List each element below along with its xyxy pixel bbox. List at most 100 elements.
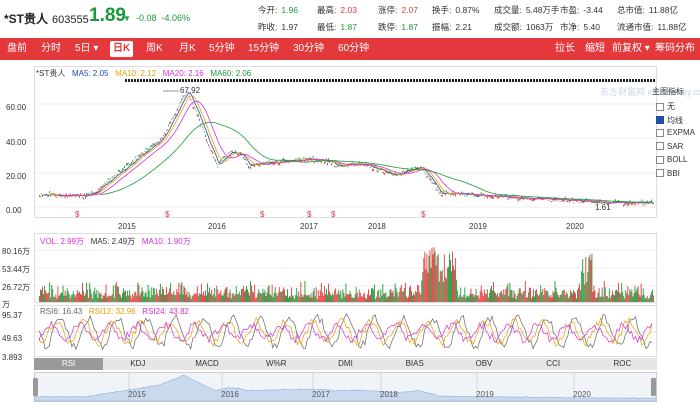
- volume-bar: [412, 295, 413, 302]
- indicator-tab[interactable]: CCI: [546, 359, 561, 368]
- indicator-tab[interactable]: KDJ: [130, 359, 146, 368]
- indicator-option[interactable]: 无: [656, 101, 675, 112]
- candle: [493, 197, 494, 199]
- indicator-tab[interactable]: MACD: [195, 359, 219, 368]
- legend-stock-name: *ST贵人: [36, 69, 66, 78]
- tab-period[interactable]: 周K: [146, 43, 163, 54]
- indicator-tab[interactable]: DMI: [338, 359, 353, 368]
- event-marker: [410, 79, 412, 82]
- candle: [177, 108, 179, 111]
- event-marker: [428, 79, 430, 82]
- tab-option[interactable]: 缩短: [585, 43, 605, 54]
- event-marker: [206, 79, 208, 82]
- event-marker: [560, 79, 562, 82]
- indicator-option[interactable]: BBI: [656, 169, 680, 178]
- tab-period[interactable]: 15分钟: [248, 43, 280, 54]
- candle: [211, 150, 213, 152]
- volume-bar: [531, 298, 532, 302]
- navigator-svg: [34, 373, 657, 402]
- volume-bar: [68, 293, 70, 302]
- checkbox-icon[interactable]: [656, 116, 664, 125]
- rsi-chart[interactable]: [34, 305, 658, 357]
- candle: [631, 203, 633, 206]
- tab-period[interactable]: 日K: [110, 41, 134, 57]
- event-flag-icon[interactable]: $: [331, 210, 336, 219]
- candle: [623, 204, 625, 207]
- event-flag-icon[interactable]: $: [165, 210, 170, 219]
- range-navigator[interactable]: [34, 372, 657, 402]
- checkbox-icon[interactable]: [656, 155, 664, 164]
- checkbox-icon[interactable]: [656, 169, 664, 178]
- checkbox-icon[interactable]: [656, 128, 664, 137]
- indicator-tab[interactable]: ROC: [613, 359, 632, 368]
- volume-bar: [517, 293, 519, 302]
- quote-label: 振幅:: [432, 22, 452, 32]
- tab-period[interactable]: 5日 ▾: [75, 43, 99, 54]
- volume-bar: [364, 297, 366, 302]
- rsi-line: [38, 313, 653, 351]
- volume-bar: [403, 287, 405, 302]
- tab-option[interactable]: 拉长: [555, 43, 575, 54]
- tab-period[interactable]: 30分钟: [293, 43, 325, 54]
- volume-bar: [67, 291, 69, 302]
- event-marker: [188, 79, 190, 82]
- event-marker: [326, 79, 328, 82]
- event-flag-icon[interactable]: $: [307, 210, 312, 219]
- volume-bar: [128, 295, 130, 302]
- kline-svg: 67.92 1.61 东方财富网 eastmoney.com $ $ $ $ $ $: [35, 79, 700, 219]
- tab-option[interactable]: 筹码分布: [655, 43, 695, 54]
- indicator-tab[interactable]: RSI: [34, 358, 104, 370]
- candle: [554, 196, 556, 199]
- indicator-tab[interactable]: BIAS: [405, 359, 424, 368]
- volume-bar: [222, 295, 224, 302]
- event-marker: [518, 79, 520, 82]
- volume-bar: [46, 292, 48, 302]
- navigator-right-handle[interactable]: [651, 378, 656, 396]
- volume-bar: [377, 291, 379, 302]
- indicator-tab[interactable]: OBV: [475, 359, 493, 368]
- candle: [507, 198, 509, 200]
- candle: [557, 200, 559, 202]
- volume-bar: [630, 291, 632, 302]
- tab-period[interactable]: 分时: [41, 43, 61, 54]
- candle: [499, 196, 501, 198]
- candle: [430, 179, 432, 182]
- volume-bar: [56, 298, 58, 302]
- tab-period[interactable]: 60分钟: [338, 43, 370, 54]
- checkbox-icon[interactable]: [656, 142, 664, 151]
- quote-label: 市净:: [560, 22, 580, 32]
- event-marker: [299, 79, 301, 82]
- candle: [560, 201, 562, 203]
- indicator-option[interactable]: 均线: [656, 115, 683, 126]
- volume-bar: [277, 292, 279, 302]
- indicator-option[interactable]: SAR: [656, 142, 683, 151]
- candle: [515, 198, 517, 200]
- checkbox-icon[interactable]: [656, 102, 664, 111]
- navigator-left-handle[interactable]: [33, 378, 38, 396]
- tab-period[interactable]: 月K: [179, 43, 196, 54]
- event-marker: [425, 79, 427, 82]
- candle: [126, 163, 128, 166]
- volume-bar: [577, 289, 579, 302]
- volume-bar: [231, 293, 233, 302]
- volume-bar: [59, 294, 61, 302]
- event-flag-icon[interactable]: $: [421, 210, 426, 219]
- tab-period[interactable]: 5分钟: [209, 43, 235, 54]
- event-flag-icon[interactable]: $: [260, 210, 265, 219]
- volume-bar: [69, 298, 71, 302]
- kline-chart[interactable]: 67.92 1.61 东方财富网 eastmoney.com $ $ $ $ $ $: [34, 66, 700, 219]
- indicator-tab[interactable]: W%R: [266, 359, 287, 368]
- volume-chart[interactable]: [34, 233, 658, 303]
- event-marker: [341, 79, 343, 82]
- indicator-option[interactable]: EXPMA: [656, 128, 695, 137]
- tab-period[interactable]: 盘前: [7, 43, 27, 54]
- candle: [205, 134, 206, 138]
- event-flag-icon[interactable]: $: [75, 210, 80, 219]
- event-marker: [596, 79, 598, 82]
- candle: [433, 182, 435, 185]
- volume-bar: [458, 297, 460, 302]
- tab-option[interactable]: 前复权 ▾: [612, 43, 650, 54]
- indicator-option[interactable]: BOLL: [656, 155, 687, 164]
- volume-bar: [337, 293, 339, 302]
- volume-bar: [615, 290, 616, 302]
